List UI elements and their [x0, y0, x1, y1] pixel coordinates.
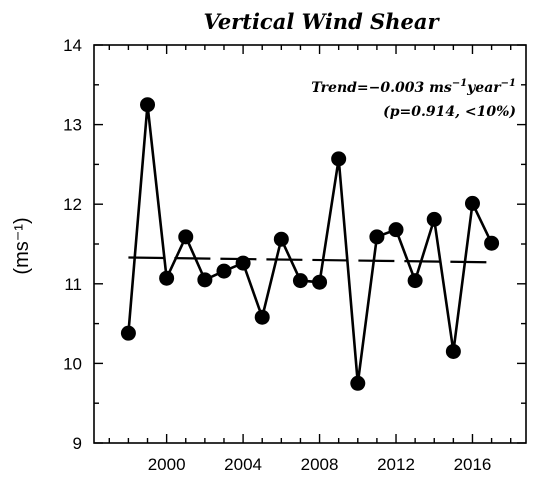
- y-tick-label: 14: [63, 36, 82, 55]
- data-point-marker: [331, 151, 347, 167]
- p-value-annotation: (p=0.914, <10%): [383, 104, 516, 120]
- series-line: [127, 104, 493, 384]
- data-point-marker: [178, 229, 194, 245]
- data-point-marker: [159, 270, 175, 286]
- data-point-marker: [445, 343, 461, 359]
- data-point-marker: [484, 235, 500, 251]
- x-tick-label: 2016: [454, 455, 492, 474]
- y-axis-label: (ms⁻¹): [11, 217, 33, 274]
- y-tick-label: 12: [63, 195, 82, 214]
- chart-title: Vertical Wind Shear: [203, 9, 440, 34]
- data-point-marker: [216, 263, 232, 279]
- data-point-marker: [254, 309, 270, 325]
- data-point-marker: [197, 272, 213, 288]
- data-point-marker: [312, 274, 328, 290]
- data-point-marker: [273, 231, 289, 247]
- x-tick-label: 2000: [148, 455, 186, 474]
- data-point-marker: [235, 255, 251, 271]
- y-tick-label: 9: [73, 434, 82, 453]
- data-point-marker: [350, 375, 366, 391]
- data-point-marker: [426, 211, 442, 227]
- data-point-marker: [369, 229, 385, 245]
- y-axis-ticks: 9 10 11 12 13 14: [63, 36, 526, 453]
- data-point-marker: [388, 222, 404, 238]
- data-point-marker: [464, 195, 480, 211]
- x-tick-label: 2012: [377, 455, 415, 474]
- x-axis-ticks: 2000 2004 2008 2012 2016: [108, 45, 512, 474]
- trend-line: [128, 256, 492, 264]
- data-point-marker: [292, 273, 308, 289]
- trend-line-path: [128, 256, 492, 264]
- x-tick-label: 2008: [301, 455, 339, 474]
- x-tick-label: 2004: [224, 455, 262, 474]
- data-point-marker: [140, 97, 156, 113]
- trend-annotation: Trend=−0.003 ms−1year−1: [311, 78, 516, 96]
- data-point-marker: [120, 325, 136, 341]
- y-tick-label: 13: [63, 116, 82, 135]
- y-tick-label: 10: [63, 354, 82, 373]
- data-point-marker: [407, 273, 423, 289]
- y-tick-label: 11: [64, 275, 82, 294]
- data-series: [120, 97, 500, 391]
